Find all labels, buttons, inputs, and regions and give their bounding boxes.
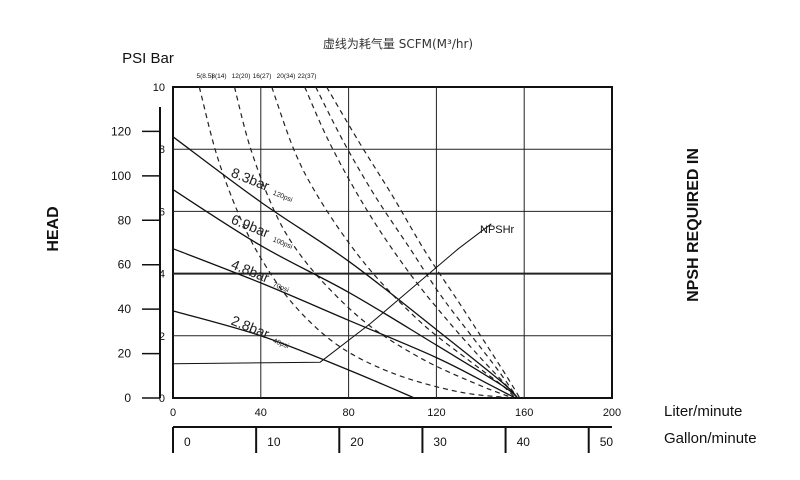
bar-tick-label: 2 <box>159 331 165 343</box>
bar-tick-label: 0 <box>159 393 165 405</box>
y-unit-label: PSI Bar <box>122 50 174 67</box>
y2-axis-label: NPSH REQUIRED IN <box>685 148 702 302</box>
y-axis-label: HEAD <box>45 206 62 251</box>
psi-tick-label: 100 <box>111 169 131 183</box>
air-curve <box>304 86 519 399</box>
psi-tick-label: 0 <box>124 391 131 405</box>
bar-tick-label: 6 <box>159 206 165 218</box>
air-curve <box>198 86 514 399</box>
grid <box>172 86 613 399</box>
gallon-tick-label: 10 <box>267 435 281 449</box>
air-consumption-label: 16(27) <box>253 73 272 80</box>
air-curve <box>271 86 516 399</box>
psi-tick-label: 40 <box>118 302 132 316</box>
air-consumption-label: 22(37) <box>298 73 317 80</box>
gallon-tick-label: 20 <box>350 435 364 449</box>
pressure-curve <box>172 136 519 399</box>
pressure-curve <box>172 248 516 399</box>
x-tick-label: 120 <box>427 407 445 419</box>
pressure-curves <box>172 136 519 399</box>
air-curve <box>315 86 519 399</box>
gallon-tick-label: 30 <box>433 435 447 449</box>
air-consumption-label: 8(14) <box>211 73 226 80</box>
bar-tick-label: 10 <box>153 82 165 94</box>
air-consumption-label: 20(34) <box>277 73 296 80</box>
air-curve <box>233 86 514 399</box>
pressure-curve <box>172 310 415 399</box>
curve-sub-label: 40psi <box>272 338 291 351</box>
x-tick-label: 40 <box>255 407 267 419</box>
gallon-tick-label: 50 <box>600 435 614 449</box>
curve-sub-label: 70psi <box>272 281 291 294</box>
curve-label: 4.8bar <box>229 256 272 286</box>
chart-title: 虚线为耗气量 SCFM(M³/hr) <box>323 36 473 51</box>
psi-tick-label: 120 <box>111 124 131 138</box>
curve-label: 6.9bar <box>229 211 272 241</box>
curve-label: 2.8bar <box>229 312 272 342</box>
npsh-curve-line <box>172 223 492 365</box>
psi-tick-label: 80 <box>118 213 132 227</box>
x2-axis-label: Gallon/minute <box>664 430 757 447</box>
gallon-tick-label: 40 <box>517 435 531 449</box>
npsh-label: NPSHr <box>480 224 515 236</box>
air-consumption-label: 12(20) <box>232 73 251 80</box>
plot-frame <box>172 86 613 399</box>
x-axis-label: Liter/minute <box>664 403 742 420</box>
air-consumption-curves <box>198 86 521 399</box>
curve-label: 8.3bar <box>229 164 272 194</box>
curve-sub-label: 100psi <box>272 237 294 251</box>
bar-tick-label: 4 <box>159 269 165 281</box>
psi-tick-label: 20 <box>118 347 132 361</box>
x-tick-label: 80 <box>342 407 354 419</box>
gallon-tick-label: 0 <box>184 435 191 449</box>
psi-tick-label: 60 <box>118 258 132 272</box>
x-tick-label: 0 <box>170 407 176 419</box>
bar-tick-label: 8 <box>159 144 165 156</box>
air-curve <box>326 86 521 399</box>
x-tick-label: 160 <box>515 407 533 419</box>
air-consumption-label: 5(8.5) <box>197 73 214 80</box>
npsh-curve <box>172 223 492 365</box>
x-tick-label: 200 <box>603 407 621 419</box>
curve-sub-label: 120psi <box>272 190 294 204</box>
pressure-curve <box>172 189 519 399</box>
